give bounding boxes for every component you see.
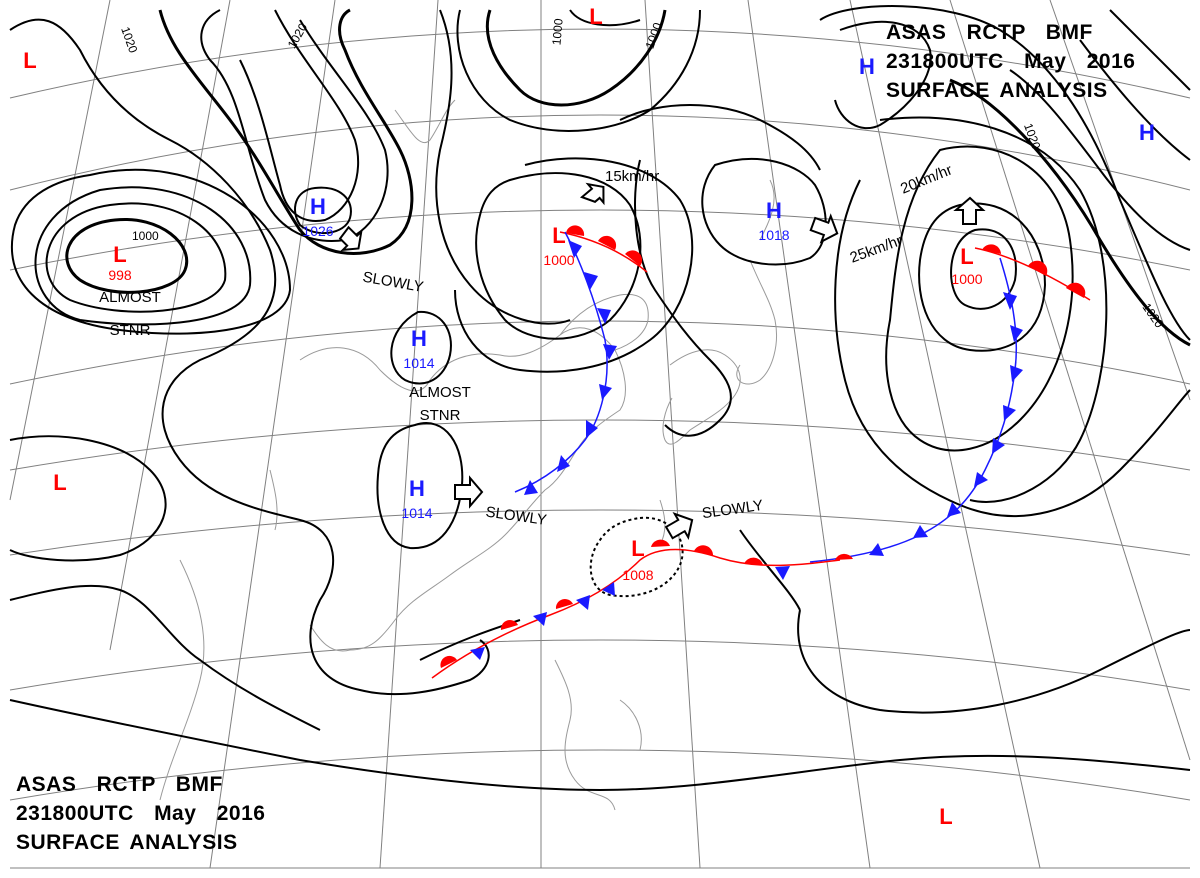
almost-stnr-label: ALMOST bbox=[409, 384, 471, 401]
arrow-icon bbox=[579, 182, 605, 206]
pressure-value: 1000 bbox=[951, 271, 982, 287]
pressure-value: 1014 bbox=[401, 505, 432, 521]
arrow-icon bbox=[454, 475, 484, 509]
header-line-1: ASAS RCTP BMF bbox=[886, 21, 1093, 44]
pressure-value: 1026 bbox=[302, 223, 333, 239]
almost-stnr-label: ALMOST bbox=[99, 289, 161, 306]
high-pressure-marker: H bbox=[409, 476, 425, 501]
movement-arrows bbox=[338, 182, 986, 540]
pressure-systems: LL998H1026LH1014H1014L1000H1018HL1000LHL… bbox=[23, 4, 1155, 829]
pressure-value: 1014 bbox=[403, 355, 434, 371]
pressure-value: 1008 bbox=[622, 567, 653, 583]
low-pressure-marker: L bbox=[552, 223, 565, 248]
speed-label: 15km/hr bbox=[605, 168, 659, 185]
front-warm-north bbox=[559, 225, 648, 273]
high-pressure-marker: H bbox=[411, 326, 427, 351]
low-pressure-marker: L bbox=[113, 242, 126, 267]
coastlines bbox=[159, 99, 778, 811]
high-pressure-marker: H bbox=[859, 54, 875, 79]
high-pressure-marker: H bbox=[310, 194, 326, 219]
low-pressure-marker: L bbox=[939, 804, 952, 829]
header-line-1: ASAS RCTP BMF bbox=[16, 773, 223, 796]
high-pressure-marker: H bbox=[1139, 120, 1155, 145]
arrow-icon bbox=[338, 225, 363, 252]
low-pressure-marker: L bbox=[589, 4, 602, 29]
front-stationary bbox=[431, 539, 853, 679]
header-line-2: 231800UTC May 2016 bbox=[886, 50, 1136, 73]
pressure-value: 1000 bbox=[543, 252, 574, 268]
isobar-label: 1000 bbox=[132, 229, 159, 243]
arrow-icon bbox=[953, 196, 986, 225]
front-cold-north bbox=[514, 231, 617, 495]
header-bottom-left: ASAS RCTP BMF 231800UTC May 2016 SURFACE… bbox=[16, 770, 265, 857]
almost-stnr-label: STNR bbox=[110, 322, 151, 339]
header-top-right: ASAS RCTP BMF 231800UTC May 2016 SURFACE… bbox=[886, 18, 1135, 105]
pressure-value: 1018 bbox=[758, 227, 789, 243]
header-line-3: SURFACE ANALYSIS bbox=[16, 831, 238, 854]
low-pressure-marker: L bbox=[960, 244, 973, 269]
pressure-value: 998 bbox=[108, 267, 132, 283]
arrow-icon bbox=[664, 512, 694, 540]
isobars bbox=[9, 5, 1191, 792]
low-pressure-marker: L bbox=[631, 536, 644, 561]
isobar-label: 1000 bbox=[549, 18, 565, 46]
front-warm-northeast bbox=[974, 244, 1091, 301]
header-line-3: SURFACE ANALYSIS bbox=[886, 79, 1108, 102]
graticule bbox=[9, 0, 1191, 869]
almost-stnr-label: STNR bbox=[420, 407, 461, 424]
front-cold-northeast bbox=[809, 257, 1023, 563]
low-pressure-marker: L bbox=[23, 48, 36, 73]
header-line-2: 231800UTC May 2016 bbox=[16, 802, 266, 825]
high-pressure-marker: H bbox=[766, 198, 782, 223]
low-pressure-marker: L bbox=[53, 470, 66, 495]
arrow-icon bbox=[809, 213, 839, 244]
